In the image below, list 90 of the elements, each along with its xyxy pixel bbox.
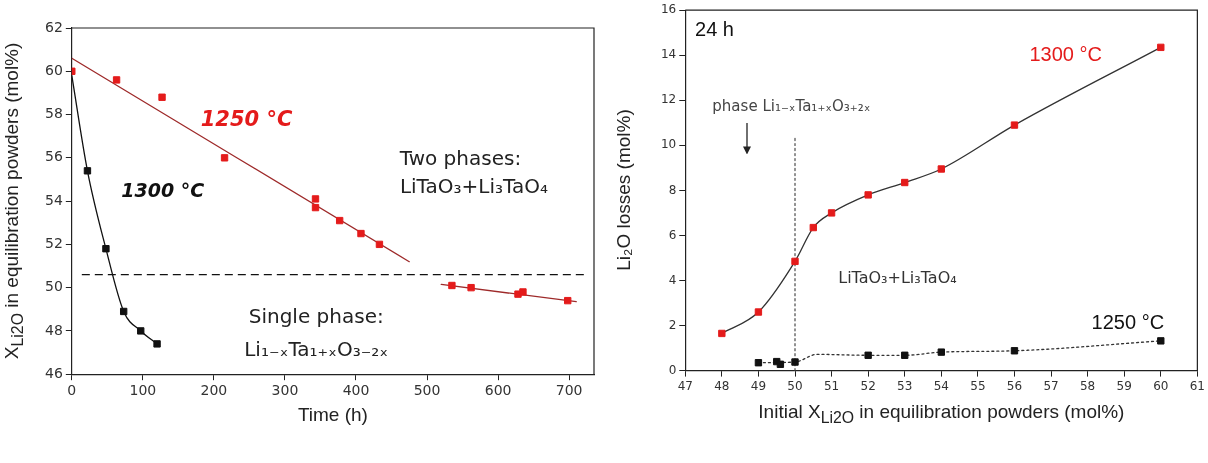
point	[519, 288, 527, 296]
y-tick-label: 50	[44, 278, 63, 295]
point	[937, 165, 945, 173]
y-tick-label: 46	[44, 364, 63, 381]
point	[791, 358, 799, 366]
y-tick-label: 4	[668, 272, 677, 287]
point	[137, 327, 145, 335]
x-tick-label: 47	[677, 378, 693, 393]
y-tick-label: 6	[668, 227, 677, 242]
annotation: Single phase:	[248, 304, 384, 329]
x-tick-label: 53	[897, 378, 913, 393]
point	[120, 307, 128, 316]
x-tick-label: 54	[933, 378, 949, 393]
x-tick-label: 200	[200, 382, 228, 399]
point	[809, 223, 817, 232]
point	[864, 191, 872, 199]
y-tick-label: 12	[660, 92, 677, 107]
y-tick-label: 62	[44, 18, 63, 35]
y-tick-label: 0	[668, 362, 677, 377]
annotation: 1300 °C	[1029, 42, 1102, 65]
x-tick-label: 49	[750, 378, 767, 393]
point	[718, 329, 726, 338]
annotation: 24 h	[695, 17, 734, 40]
y-axis-title: Li₂O losses (mol%)	[612, 109, 635, 272]
annotation: Li₁₋ₓTa₁₊ₓO₃₋₂ₓ	[244, 336, 389, 361]
point	[1010, 121, 1019, 129]
point	[937, 348, 945, 356]
annotation: LiTaO₃+Li₃TaO₄	[399, 174, 548, 199]
x-tick-label: 600	[484, 382, 512, 399]
x-tick-label: 0	[67, 382, 77, 399]
x-tick-label: 59	[1116, 378, 1132, 393]
point	[864, 351, 872, 359]
x-axis-title: Initial X$_{Li2O}$ in equilibration powders (mol%)	[758, 400, 1125, 427]
annotation: phase Li₁₋ₓTa₁₊ₓO₃₊₂ₓ	[712, 96, 871, 115]
x-tick-label: 61	[1189, 378, 1206, 393]
y-tick-label: 58	[44, 105, 63, 122]
point	[220, 154, 229, 162]
x-axis-title: Time (h)	[297, 404, 368, 427]
x-tick-label: 300	[271, 382, 299, 399]
x-tick-label: 51	[823, 378, 840, 393]
point	[827, 209, 836, 217]
y-tick-label: 54	[44, 191, 63, 208]
y-tick-label: 48	[44, 321, 63, 338]
annotation: 1250 °C	[200, 107, 294, 132]
point	[564, 296, 572, 305]
point	[112, 76, 121, 84]
y-tick-label: 14	[660, 47, 677, 62]
point	[448, 281, 456, 290]
y-tick-label: 2	[668, 317, 677, 332]
y-tick-label: 10	[660, 137, 677, 152]
x-tick-label: 500	[413, 382, 441, 399]
point	[791, 257, 799, 266]
x-tick-label: 56	[1006, 378, 1023, 393]
x-tick-label: 60	[1153, 378, 1169, 393]
point	[901, 351, 909, 359]
x-tick-label: 57	[1043, 378, 1059, 393]
point	[1157, 337, 1165, 345]
annotation: 1250 °C	[1091, 310, 1165, 333]
point	[776, 360, 785, 368]
annotation: Two phases:	[398, 146, 522, 171]
point	[311, 203, 320, 212]
annotation: LiTaO₃+Li₃TaO₄	[838, 268, 957, 288]
point	[153, 340, 161, 348]
x-tick-label: 55	[970, 378, 986, 393]
point	[158, 93, 166, 101]
point	[357, 229, 365, 238]
point	[754, 359, 763, 367]
y-tick-label: 56	[44, 148, 63, 165]
point	[467, 283, 475, 292]
point	[335, 216, 344, 225]
point	[901, 178, 909, 187]
x-tick-label: 400	[342, 382, 370, 399]
x-tick-label: 50	[787, 378, 803, 393]
annotation: 1300 °C	[121, 179, 205, 202]
x-tick-label: 52	[860, 378, 876, 393]
point	[1010, 347, 1019, 355]
point	[83, 167, 92, 175]
y-tick-label: 16	[660, 2, 677, 17]
point	[375, 240, 384, 249]
x-tick-label: 100	[129, 382, 157, 399]
x-tick-label: 700	[555, 382, 583, 399]
point	[754, 308, 763, 316]
point	[311, 195, 320, 203]
point	[102, 245, 110, 253]
x-tick-label: 48	[714, 378, 730, 393]
y-tick-label: 60	[44, 61, 63, 78]
y-tick-label: 8	[668, 182, 677, 197]
y-tick-label: 52	[44, 235, 63, 252]
point	[1157, 43, 1165, 52]
x-tick-label: 58	[1079, 378, 1096, 393]
